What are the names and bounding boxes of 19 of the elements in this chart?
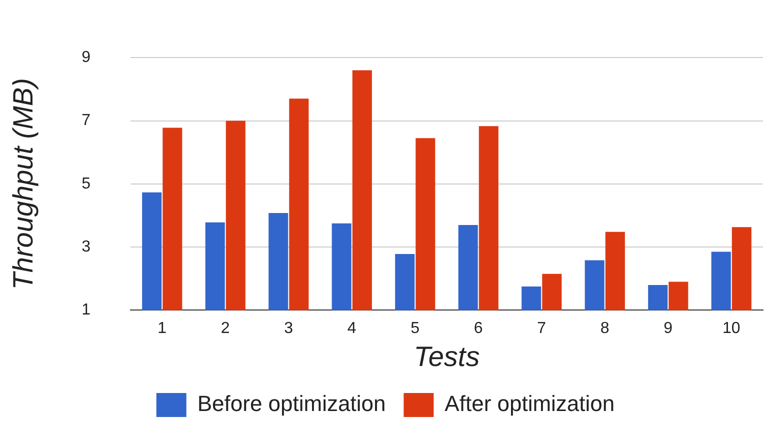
x-tick-label: 8 xyxy=(600,320,610,338)
y-tick-label: 9 xyxy=(82,49,91,66)
legend-label: After optimization xyxy=(444,391,615,416)
y-tick-label: 5 xyxy=(82,175,91,192)
x-tick-label: 10 xyxy=(722,320,740,338)
x-axis-title: Tests xyxy=(414,340,480,372)
x-tick-label: 6 xyxy=(474,320,483,338)
y-tick-label: 3 xyxy=(82,238,91,256)
legend-label: Before optimization xyxy=(197,391,386,416)
x-tick-label: 1 xyxy=(158,320,167,338)
y-axis-title: Throughput (MB) xyxy=(8,78,39,290)
x-tick-label: 4 xyxy=(347,320,356,338)
x-tick-label: 5 xyxy=(410,320,420,338)
y-tick-label: 1 xyxy=(82,302,91,319)
y-tick-label: 7 xyxy=(82,112,91,130)
x-tick-label: 7 xyxy=(537,320,546,338)
x-tick-label: 3 xyxy=(284,320,294,338)
x-tick-label: 9 xyxy=(664,320,673,338)
x-tick-label: 2 xyxy=(220,320,230,338)
